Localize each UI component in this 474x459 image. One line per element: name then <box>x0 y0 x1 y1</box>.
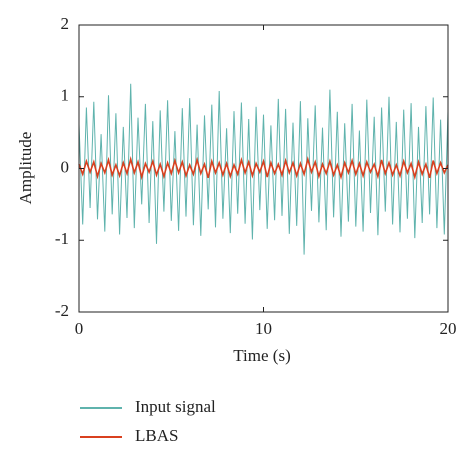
y-tick-label: 1 <box>61 86 70 105</box>
x-tick-label: 10 <box>255 319 272 338</box>
y-axis-label: Amplitude <box>16 132 35 205</box>
x-tick-label: 20 <box>440 319 457 338</box>
legend-label: LBAS <box>135 426 178 445</box>
x-tick-label: 0 <box>75 319 84 338</box>
x-axis-label: Time (s) <box>233 346 290 365</box>
y-tick-label: -2 <box>55 301 69 320</box>
legend-label: Input signal <box>135 397 216 416</box>
series-line <box>78 83 449 255</box>
series-line <box>78 156 449 181</box>
y-tick-label: -1 <box>55 229 69 248</box>
y-tick-label: 0 <box>61 157 70 176</box>
y-tick-label: 2 <box>61 14 70 33</box>
plot-frame <box>78 24 449 313</box>
